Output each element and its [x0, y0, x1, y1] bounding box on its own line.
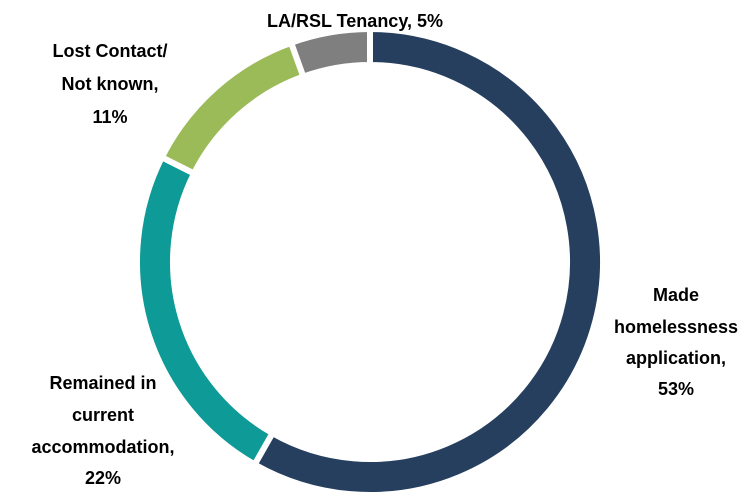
data-label-line: application,: [626, 348, 726, 368]
donut-segment: [157, 38, 308, 178]
data-label-line: homelessness: [614, 317, 738, 337]
data-label: Made homelessness application, 53%: [614, 285, 738, 399]
data-label: LA/RSL Tenancy, 5%: [267, 11, 443, 31]
data-label: Remained in current accommodation, 22%: [31, 373, 174, 488]
data-label-line: Not known,: [62, 74, 159, 94]
data-label-line: 11%: [92, 107, 127, 127]
data-label-line: Remained in: [49, 373, 156, 393]
data-label: Lost Contact/Not known, 11%: [53, 41, 168, 127]
data-label-line: 53%: [658, 379, 694, 399]
data-label-line: 22%: [85, 468, 121, 488]
data-label-line: LA/RSL Tenancy, 5%: [267, 11, 443, 31]
data-label-line: current: [72, 405, 134, 425]
data-label-line: Lost Contact/: [53, 41, 168, 61]
data-label-line: Made: [653, 285, 699, 305]
data-label-line: accommodation,: [31, 437, 174, 457]
donut-segment: [134, 153, 277, 469]
donut-segment: [250, 25, 606, 498]
donut-segment: [287, 25, 373, 81]
